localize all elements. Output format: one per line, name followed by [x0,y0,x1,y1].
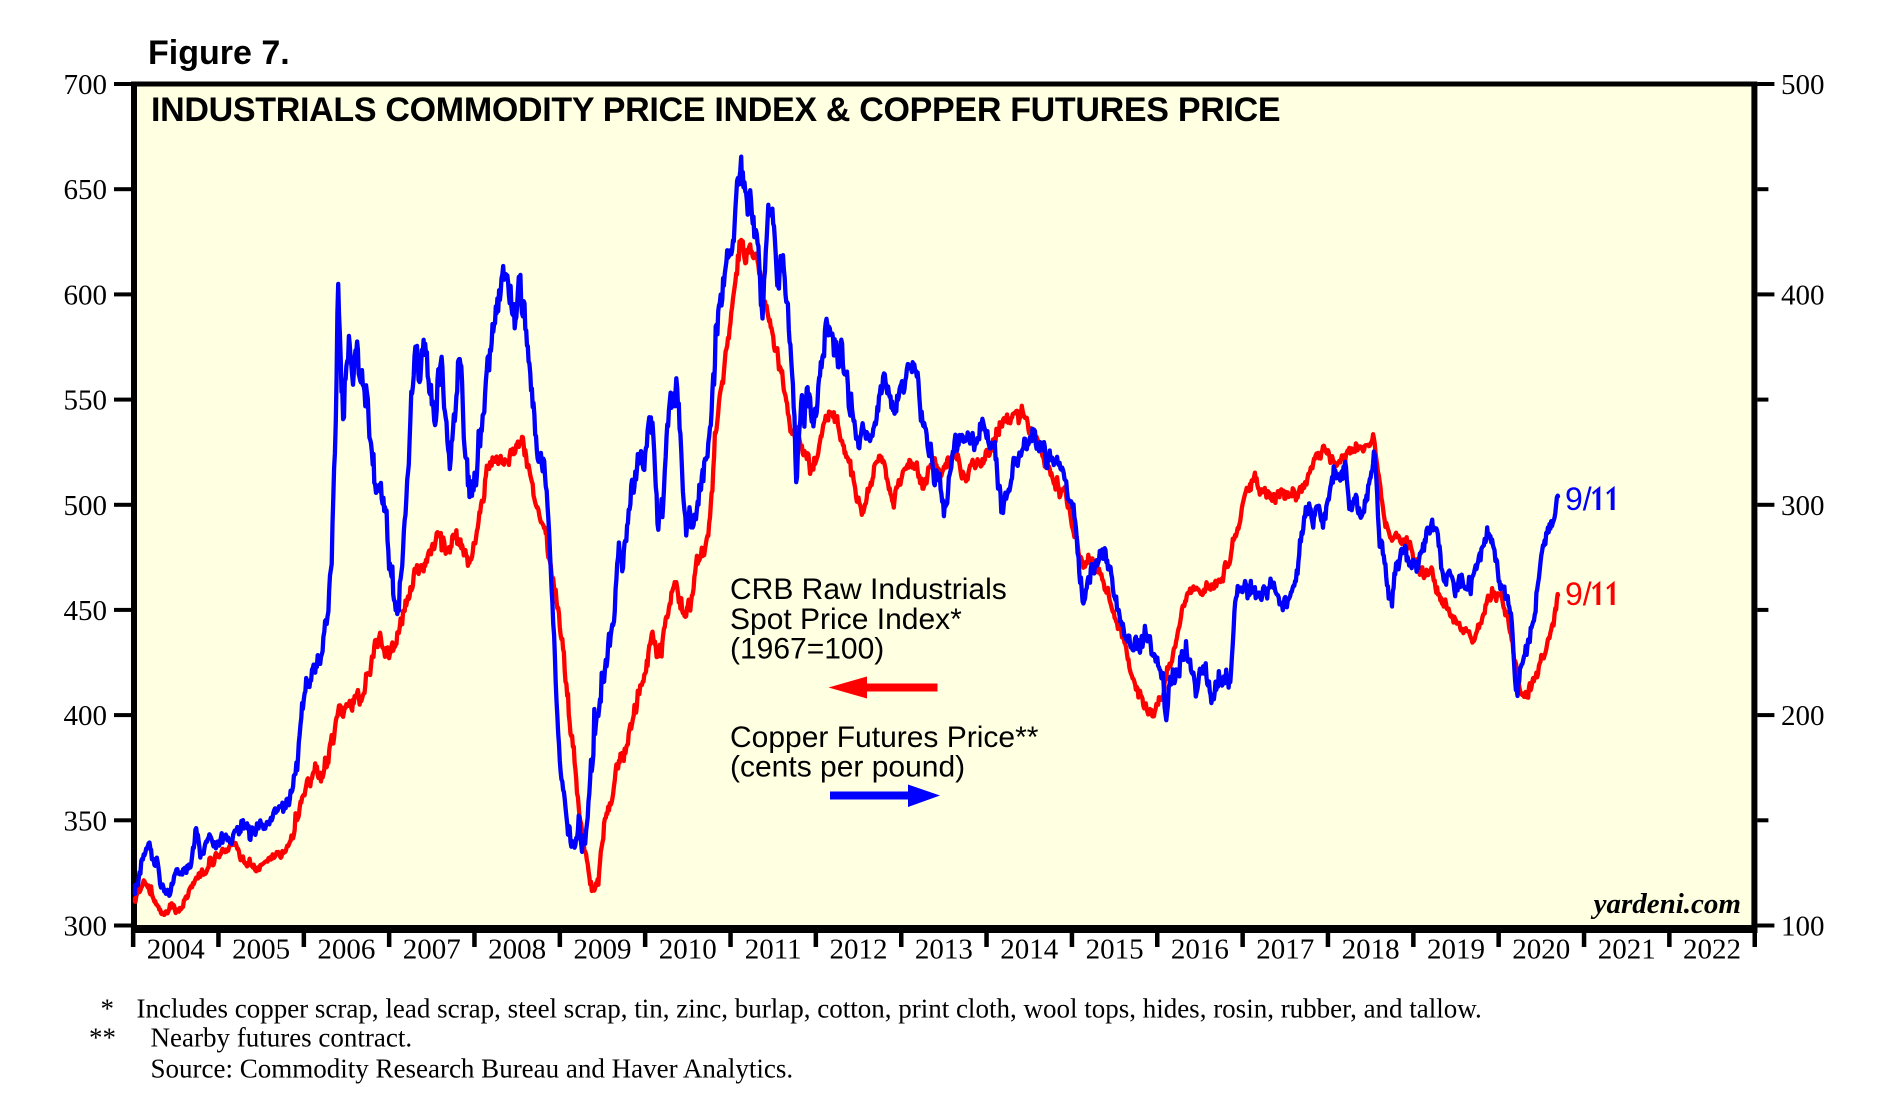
svg-text:2013: 2013 [915,934,973,966]
svg-text:2007: 2007 [403,934,461,966]
svg-text:**: ** [89,1023,116,1053]
svg-text:350: 350 [64,805,108,837]
svg-text:2018: 2018 [1342,934,1400,966]
svg-text:2012: 2012 [830,934,888,966]
svg-text:2019: 2019 [1427,934,1485,966]
svg-text:400: 400 [1781,279,1825,311]
svg-text:*: * [101,994,115,1024]
svg-text:Nearby futures contract.: Nearby futures contract. [151,1023,413,1053]
svg-text:300: 300 [1781,490,1825,522]
svg-text:2014: 2014 [1000,934,1059,966]
svg-text:2010: 2010 [659,934,717,966]
svg-text:2011: 2011 [745,934,802,966]
svg-text:2008: 2008 [488,934,546,966]
svg-text:Copper Futures Price**: Copper Futures Price** [730,721,1039,754]
svg-text:2016: 2016 [1171,934,1229,966]
svg-text:400: 400 [64,700,108,732]
svg-text:2020: 2020 [1512,934,1570,966]
svg-text:Includes copper scrap, lead sc: Includes copper scrap, lead scrap, steel… [137,994,1482,1024]
svg-text:Figure 7.: Figure 7. [148,34,290,72]
svg-text:(cents per pound): (cents per pound) [730,751,965,784]
svg-text:2022: 2022 [1683,934,1741,966]
svg-text:550: 550 [64,385,108,417]
svg-text:2021: 2021 [1598,934,1656,966]
svg-text:(1967=100): (1967=100) [730,633,884,666]
svg-text:2009: 2009 [574,934,632,966]
svg-text:300: 300 [64,911,108,943]
svg-text:100: 100 [1781,911,1825,943]
svg-text:500: 500 [64,490,108,522]
svg-text:700: 700 [64,69,108,101]
svg-text:600: 600 [64,279,108,311]
svg-text:INDUSTRIALS COMMODITY PRICE IN: INDUSTRIALS COMMODITY PRICE INDEX & COPP… [151,91,1280,129]
svg-text:2017: 2017 [1256,934,1314,966]
svg-text:yardeni.com: yardeni.com [1591,888,1741,920]
svg-text:9/: 9/ [1565,576,1592,612]
svg-text:2015: 2015 [1086,934,1144,966]
svg-text:500: 500 [1781,69,1825,101]
svg-text:2006: 2006 [317,934,375,966]
svg-text:Source: Commodity Research Bur: Source: Commodity Research Bureau and Ha… [151,1054,794,1084]
svg-text:2005: 2005 [232,934,290,966]
svg-text:2004: 2004 [147,934,206,966]
svg-text:CRB Raw Industrials: CRB Raw Industrials [730,573,1007,606]
svg-text:650: 650 [64,174,108,206]
svg-text:450: 450 [64,595,108,627]
svg-text:Spot Price Index*: Spot Price Index* [730,603,962,636]
svg-text:9/: 9/ [1565,481,1592,517]
svg-text:200: 200 [1781,700,1825,732]
